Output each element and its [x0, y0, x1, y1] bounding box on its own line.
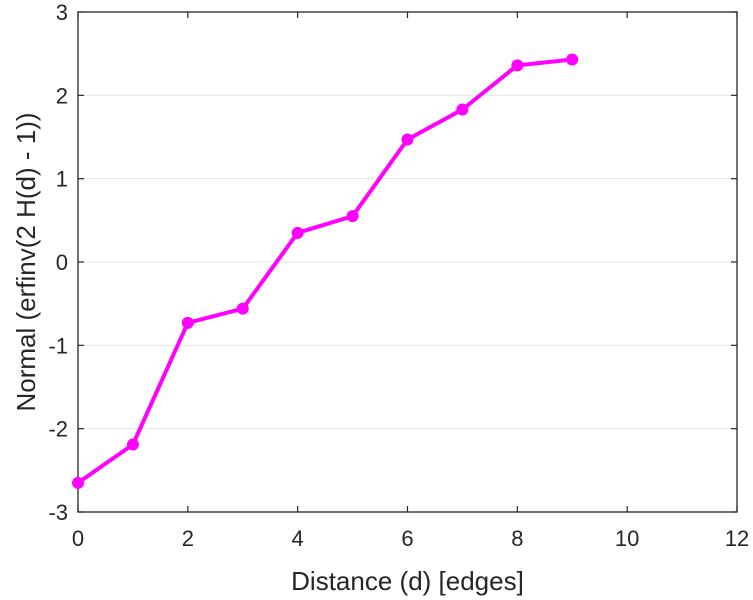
data-point	[346, 210, 359, 223]
x-axis-label: Distance (d) [edges]	[291, 566, 524, 596]
axes	[77, 11, 738, 513]
series-line	[76, 57, 575, 485]
y-axis-label: Normal (erfinv(2 H(d) - 1))	[11, 112, 41, 411]
x-tick-label: 2	[182, 526, 194, 551]
x-tick-label: 8	[511, 526, 523, 551]
x-tick-label: 4	[292, 526, 304, 551]
data-point	[181, 316, 194, 329]
grid-lines	[78, 94, 737, 430]
data-point	[401, 133, 414, 146]
y-tick-label: -3	[48, 500, 68, 525]
data-point	[511, 59, 524, 72]
data-point	[236, 302, 249, 315]
series-layer	[72, 53, 579, 489]
x-tick-label: 12	[725, 526, 749, 551]
y-tick-label: 3	[56, 0, 68, 25]
x-tick-label: 10	[615, 526, 639, 551]
y-tick-label: -1	[48, 333, 68, 358]
data-point	[456, 103, 469, 116]
data-point	[72, 476, 84, 489]
x-tick-label: 6	[401, 526, 413, 551]
y-tick-label: 0	[56, 250, 68, 275]
data-point	[126, 438, 139, 451]
data-point	[291, 226, 304, 239]
y-tick-label: 1	[56, 167, 68, 192]
x-tick-label: 0	[72, 526, 84, 551]
y-tick-label: 2	[56, 83, 68, 108]
data-point	[566, 53, 579, 66]
y-tick-label: -2	[48, 417, 68, 442]
